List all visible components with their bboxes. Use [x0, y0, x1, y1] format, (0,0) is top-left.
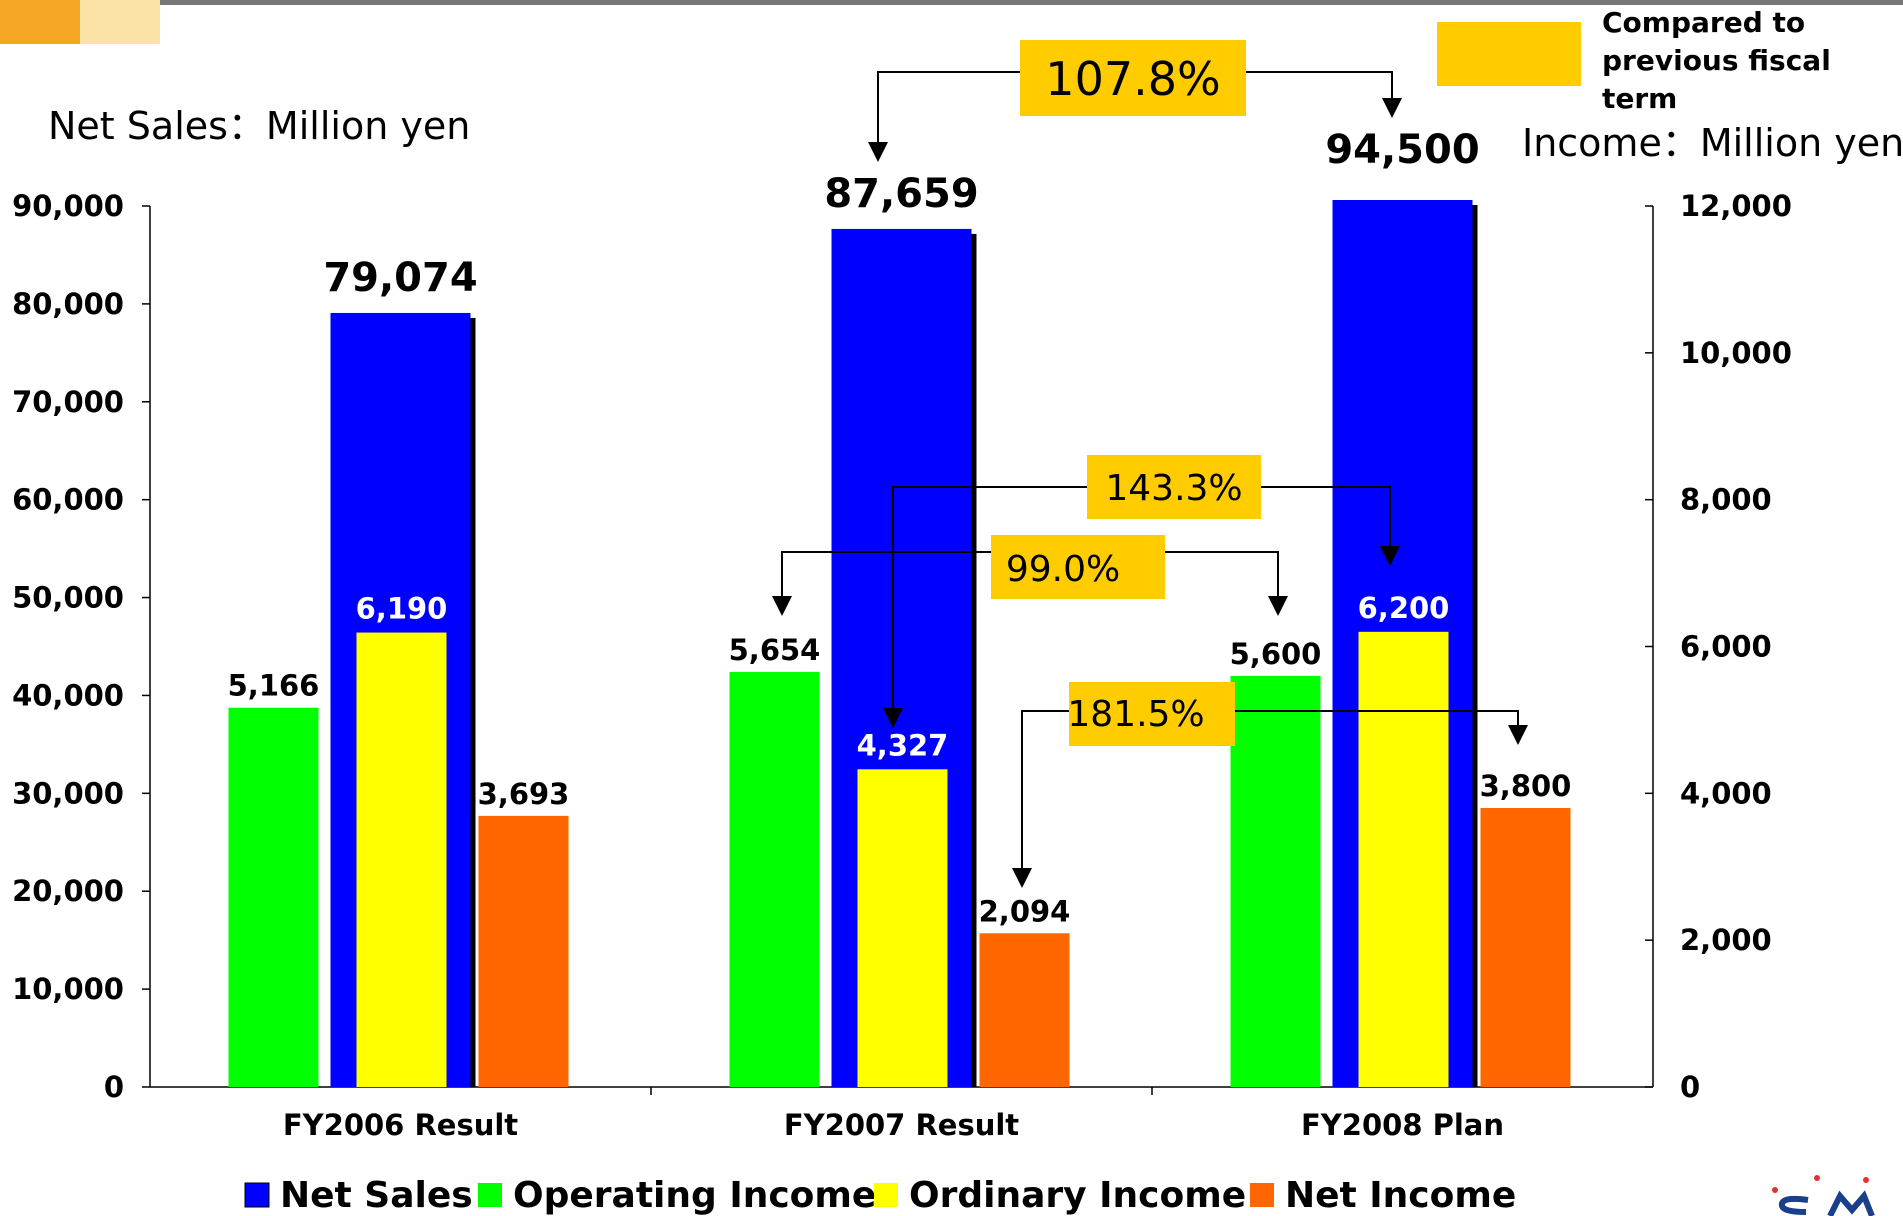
legend-label: Net Income	[1285, 1175, 1516, 1216]
net-income-value-label: 2,094	[979, 894, 1071, 928]
arrow-head-icon	[883, 708, 903, 728]
net-income-bar	[478, 815, 569, 1087]
arrow-head-icon	[1268, 596, 1288, 616]
right-axis-ticks: 0 2,000 4,000 6,000 8,000 10,000 12,000	[1645, 189, 1792, 1104]
operating-income-value-label: 5,600	[1230, 637, 1322, 671]
arrow-head-icon	[1508, 725, 1528, 745]
left-tick-label: 80,000	[12, 287, 124, 321]
legend-swatch	[478, 1183, 502, 1207]
right-axis-unit: Income：Million yen	[1522, 121, 1903, 165]
ordinary-income-bar	[356, 632, 447, 1087]
net-sales-value-label: 87,659	[824, 171, 978, 217]
net-sales-value-label: 94,500	[1325, 127, 1479, 173]
x-axis-ticks: FY2006 Result FY2007 Result FY2008 Plan	[283, 1087, 1504, 1142]
net-income-bar	[1480, 808, 1571, 1087]
left-tick-label: 90,000	[12, 189, 124, 223]
ordinary-income-value-label: 4,327	[857, 728, 949, 762]
pct-label: 107.8%	[1045, 52, 1220, 106]
legend-swatch	[1250, 1183, 1274, 1207]
legend-label: Operating Income	[513, 1175, 876, 1216]
ordinary-income-value-label: 6,200	[1358, 591, 1450, 625]
right-tick-label: 0	[1680, 1070, 1700, 1104]
annotations: 107.8% 143.3% 99.0% 181.5%	[772, 40, 1528, 888]
header-bar	[0, 0, 1903, 5]
left-axis-unit: Net Sales：Million yen	[48, 104, 470, 148]
pct-label: 181.5%	[1067, 694, 1204, 735]
net-income-value-label: 3,800	[1480, 769, 1572, 803]
arrow-head-icon	[1382, 98, 1402, 118]
pct-box	[1020, 40, 1246, 116]
header-accent-dark	[0, 0, 80, 44]
right-tick-label: 2,000	[1680, 923, 1772, 957]
operating-income-value-label: 5,166	[228, 669, 320, 703]
left-tick-label: 40,000	[12, 678, 124, 712]
category-label: FY2008 Plan	[1301, 1108, 1504, 1142]
net-sales-value-label: 79,074	[323, 255, 477, 301]
right-tick-label: 12,000	[1680, 189, 1792, 223]
connector-line	[1021, 710, 1519, 870]
net-income-bar	[979, 933, 1070, 1087]
operating-income-value-label: 5,654	[729, 633, 821, 667]
pct-box	[991, 535, 1165, 599]
right-tick-label: 8,000	[1680, 483, 1772, 517]
bar-labels: 79,074 87,659 94,500 5,166 5,654 5,600 6,190 4,…	[228, 127, 1572, 928]
ordinary-income-value-label: 6,190	[356, 592, 448, 626]
pct-label: 99.0%	[1006, 549, 1120, 590]
left-tick-label: 30,000	[12, 776, 124, 810]
right-tick-label: 4,000	[1680, 776, 1772, 810]
ordinary-income-bar	[1358, 631, 1449, 1087]
operating-income-bar	[729, 671, 820, 1087]
legend-label: Ordinary Income	[909, 1175, 1246, 1216]
ordinary-income-bar	[857, 769, 948, 1087]
left-tick-label: 20,000	[12, 874, 124, 908]
legend: Net Sales Operating Income Ordinary Income…	[244, 1175, 1516, 1216]
legend-swatch	[244, 1182, 270, 1208]
note-text: Compared to previous fiscal term	[1602, 6, 1841, 115]
category-label: FY2007 Result	[784, 1108, 1019, 1142]
arrow-head-icon	[772, 596, 792, 616]
note-color-box	[1437, 22, 1581, 86]
pct-box	[1069, 682, 1235, 746]
arrow-head-icon	[1012, 868, 1032, 888]
right-tick-label: 6,000	[1680, 630, 1772, 664]
pct-label: 143.3%	[1105, 468, 1242, 509]
legend-swatch	[874, 1183, 898, 1207]
left-tick-label: 70,000	[12, 385, 124, 419]
category-label: FY2006 Result	[283, 1108, 518, 1142]
legend-label: Net Sales	[280, 1175, 473, 1216]
operating-income-bar	[1230, 675, 1321, 1087]
left-tick-label: 50,000	[12, 581, 124, 615]
bars	[228, 200, 1571, 1088]
arrow-head-icon	[868, 142, 888, 162]
company-logo	[1772, 1175, 1875, 1216]
right-tick-label: 10,000	[1680, 336, 1792, 370]
left-axis-ticks: 0 10,000 20,000 30,000 40,000 50,000 60,000 70,…	[12, 189, 150, 1104]
left-tick-label: 60,000	[12, 483, 124, 517]
arrow-head-icon	[1380, 546, 1400, 566]
operating-income-bar	[228, 707, 319, 1087]
pct-box	[1087, 455, 1261, 519]
left-tick-label: 0	[104, 1070, 124, 1104]
net-income-value-label: 3,693	[478, 777, 570, 811]
left-tick-label: 10,000	[12, 972, 124, 1006]
